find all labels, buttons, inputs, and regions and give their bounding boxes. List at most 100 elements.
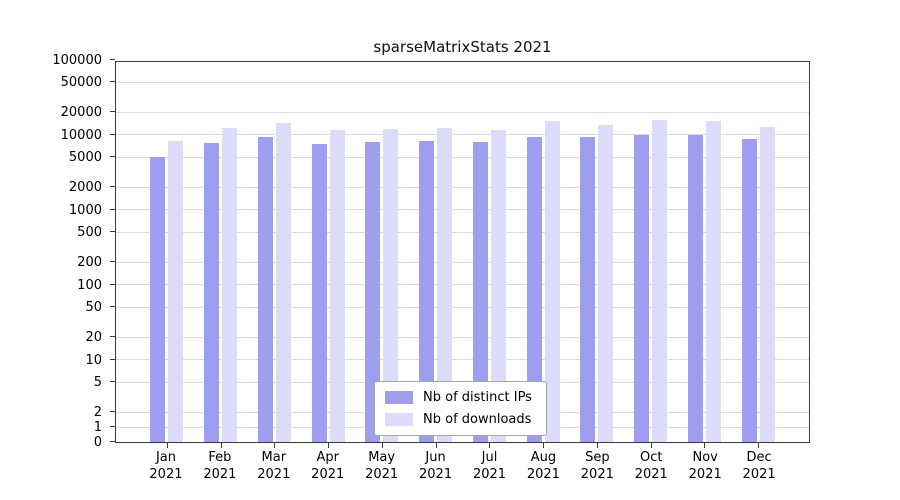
bar-sep-distinct-ips xyxy=(580,137,596,442)
y-tick-label: 20 xyxy=(85,330,102,345)
gridline xyxy=(116,306,809,308)
x-tick-label-may: May 2021 xyxy=(365,450,399,482)
y-tick-label: 10000 xyxy=(60,127,102,143)
gridline xyxy=(116,231,809,233)
x-tick-label-jun: Jun 2021 xyxy=(419,450,453,482)
bar-jun-distinct-ips xyxy=(419,140,435,442)
bar-group-mar xyxy=(248,62,302,448)
y-axis-labels: 0 1 2 5 10 20 50 100 200 500 1000 2000 5000 10000 2000… xyxy=(0,53,110,450)
bar-feb-downloads xyxy=(222,127,238,442)
x-tick-mark xyxy=(166,443,168,448)
bar-group-aug xyxy=(516,62,570,448)
bar-group-feb xyxy=(194,62,248,448)
bar-oct-distinct-ips xyxy=(634,134,650,442)
y-tick-label: 5000 xyxy=(68,150,102,166)
y-tick-mark xyxy=(110,426,115,427)
bar-aug-distinct-ips xyxy=(526,136,542,442)
gridline xyxy=(116,156,809,158)
bar-may-downloads xyxy=(383,129,399,442)
bar-group-sep xyxy=(570,62,624,448)
gridline xyxy=(116,359,809,361)
x-tick-label-feb: Feb 2021 xyxy=(203,450,237,482)
y-tick-mark xyxy=(110,283,115,285)
bar-group-oct xyxy=(624,62,678,448)
x-tick-label-apr: Apr 2021 xyxy=(311,450,345,482)
bar-group-may xyxy=(355,62,409,448)
y-tick-mark xyxy=(110,381,115,383)
y-tick-mark xyxy=(110,441,115,442)
x-tick-mark xyxy=(381,443,383,448)
y-tick-mark xyxy=(110,133,115,135)
bar-feb-distinct-ips xyxy=(204,143,220,442)
y-tick-label: 200 xyxy=(77,255,102,270)
bar-jun-downloads xyxy=(437,127,453,442)
bar-mar-distinct-ips xyxy=(257,137,273,442)
y-tick-label: 2000 xyxy=(68,180,102,195)
plot-area: Nb of distinct IPs Nb of downloads xyxy=(110,58,810,448)
y-tick-mark xyxy=(110,58,115,60)
y-tick-mark xyxy=(110,411,115,412)
bar-jul-distinct-ips xyxy=(472,141,488,442)
y-tick-label: 50000 xyxy=(60,75,102,91)
y-tick-mark xyxy=(110,208,115,210)
x-tick-label-oct: Oct 2021 xyxy=(634,450,668,482)
y-tick-label: 1000 xyxy=(68,202,102,218)
legend: Nb of distinct IPs Nb of downloads xyxy=(374,381,547,436)
x-tick-mark xyxy=(543,443,545,448)
x-tick-mark xyxy=(489,443,491,448)
bar-jan-downloads xyxy=(168,141,184,442)
gridline xyxy=(116,186,809,188)
bar-oct-downloads xyxy=(652,120,668,442)
bar-sep-downloads xyxy=(598,124,614,442)
legend-swatch-downloads xyxy=(385,413,413,426)
gridline xyxy=(116,134,809,136)
bar-nov-downloads xyxy=(705,121,721,442)
y-tick-label: 500 xyxy=(77,225,102,241)
bar-dec-distinct-ips xyxy=(741,139,757,442)
y-tick-label: 0 xyxy=(93,435,102,450)
bar-nov-distinct-ips xyxy=(687,135,703,442)
y-tick-mark xyxy=(110,231,115,233)
y-tick-mark xyxy=(110,358,115,360)
y-tick-mark xyxy=(110,111,115,112)
bar-group-nov xyxy=(678,62,732,448)
y-tick-mark xyxy=(110,336,115,337)
x-tick-mark xyxy=(650,443,652,448)
bar-jan-distinct-ips xyxy=(150,156,166,442)
y-tick-mark xyxy=(110,81,115,83)
y-tick-label: 20000 xyxy=(60,105,102,120)
x-tick-mark xyxy=(328,443,330,448)
y-tick-label: 100 xyxy=(77,277,102,293)
chart-title: sparseMatrixStats 2021 xyxy=(373,38,552,56)
legend-label-distinct-ips: Nb of distinct IPs xyxy=(423,390,532,405)
gridline xyxy=(116,111,809,113)
y-tick-label: 1 xyxy=(93,420,102,435)
gridline xyxy=(116,284,809,286)
legend-label-downloads: Nb of downloads xyxy=(423,412,532,427)
bar-group-apr xyxy=(301,62,355,448)
y-tick-label: 50 xyxy=(85,300,102,316)
x-tick-mark xyxy=(274,443,276,448)
x-tick-label-jan: Jan 2021 xyxy=(149,450,183,482)
x-tick-label-dec: Dec 2021 xyxy=(742,450,776,482)
x-tick-mark xyxy=(596,443,598,448)
bar-mar-downloads xyxy=(275,123,291,442)
x-tick-mark xyxy=(435,443,437,448)
bar-group-jul xyxy=(463,62,517,448)
bar-apr-downloads xyxy=(329,130,345,442)
x-tick-label-mar: Mar 2021 xyxy=(257,450,291,482)
bar-jul-downloads xyxy=(490,129,506,442)
y-tick-label: 5 xyxy=(93,375,102,391)
x-tick-label-aug: Aug 2021 xyxy=(526,450,560,482)
y-tick-mark xyxy=(110,156,115,158)
legend-item-downloads: Nb of downloads xyxy=(385,412,532,427)
bar-group-jun xyxy=(409,62,463,448)
bar-dec-downloads xyxy=(759,127,775,442)
x-tick-label-jul: Jul 2021 xyxy=(472,450,507,482)
y-tick-label: 100000 xyxy=(52,52,102,68)
y-tick-mark xyxy=(110,186,115,187)
y-tick-label: 10 xyxy=(85,352,102,368)
x-tick-label-nov: Nov 2021 xyxy=(688,450,722,482)
bar-apr-distinct-ips xyxy=(311,144,327,442)
